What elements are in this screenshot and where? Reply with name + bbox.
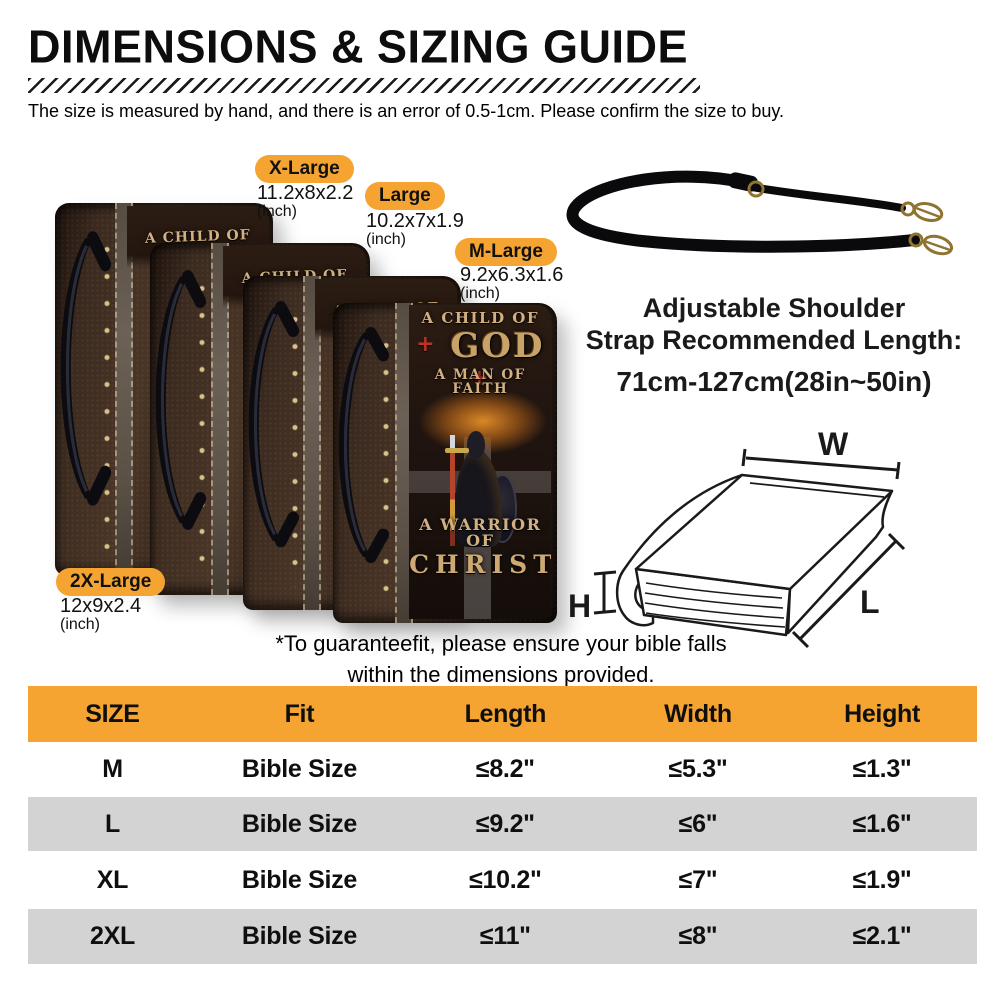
cell-width: ≤5.3" [668, 755, 728, 783]
cover-art: A CHILD OF + GOD + A MAN OF FAITH A WARR… [409, 305, 552, 619]
cell-height: ≤1.9" [852, 865, 912, 894]
sword-guard [444, 448, 469, 454]
cell-height: ≤2.1" [852, 922, 912, 950]
cover-art-line3: A MAN OF FAITH [434, 367, 526, 397]
size-unit: (inch) [60, 616, 101, 633]
table-header-size: SIZE [85, 699, 140, 728]
stitch-strip [210, 243, 229, 595]
cell-size: L [104, 809, 120, 838]
stitch-strip [302, 276, 322, 610]
strap-heading-line1: Adjustable Shoulder [642, 293, 906, 323]
fit-note-line1: *To guaranteefit, please ensure your bib… [275, 631, 727, 656]
shoulder-strap-image [566, 170, 954, 256]
strap-heading: Adjustable Shoulder Strap Recommended Le… [548, 292, 1000, 356]
size-dims: 12x9x2.4 [60, 595, 142, 617]
width-dimension-label: W [818, 426, 849, 462]
strap-length-range: 71cm-127cm(28in~50in) [616, 366, 932, 397]
cover-art-god: + GOD + [409, 329, 551, 397]
table-row: 2XL Bible Size ≤11" ≤8" ≤2.1" [28, 909, 977, 964]
length-dimension-label: L [860, 584, 880, 620]
cover-art-line5: CHRIST [409, 550, 552, 579]
table-header-fit: Fit [284, 699, 315, 728]
cell-length: ≤11" [479, 922, 531, 950]
cell-length: ≤8.2" [475, 755, 535, 783]
size-unit: (inch) [460, 285, 501, 302]
page-title: DIMENSIONS & SIZING GUIDE [28, 20, 689, 74]
cover-handle [60, 231, 112, 506]
cell-height: ≤1.6" [852, 809, 912, 838]
table-header-row: SIZE Fit Length Width Height [28, 686, 977, 742]
stitch-strip [114, 203, 134, 575]
cell-fit: Bible Size [241, 755, 357, 783]
cell-size: M [102, 755, 123, 783]
cover-handle [248, 301, 300, 548]
book-dimension-diagram: W H L [568, 426, 906, 649]
knight-lion-illustration [443, 430, 518, 547]
cell-height: ≤1.3" [852, 755, 912, 783]
height-dimension-label: H [568, 588, 591, 624]
cell-width: ≤7" [678, 865, 718, 894]
cross-icon: + [470, 365, 491, 391]
table-row: M Bible Size ≤8.2" ≤5.3" ≤1.3" [28, 742, 977, 797]
cell-length: ≤10.2" [469, 865, 542, 894]
table-row: XL Bible Size ≤10.2" ≤7" ≤1.9" [28, 851, 977, 909]
table-header-width: Width [664, 699, 732, 728]
table-header-height: Height [844, 699, 921, 728]
cross-icon: + [416, 331, 437, 357]
size-unit: (inch) [366, 231, 407, 248]
size-dims: 11.2x8x2.2 [257, 182, 354, 204]
subtitle: The size is measured by hand, and there … [28, 101, 785, 121]
cell-width: ≤8" [678, 922, 718, 950]
cell-size: XL [96, 865, 129, 894]
table-row: L Bible Size ≤9.2" ≤6" ≤1.6" [28, 797, 977, 851]
size-pill: Large [365, 182, 445, 210]
fit-note-line2: within the dimensions provided. [347, 662, 655, 687]
god-text: GOD [450, 326, 545, 366]
cover-art-line4: A WARRIOR OF [419, 515, 542, 550]
size-pill: X-Large [255, 155, 354, 183]
size-dims: 9.2x6.3x1.6 [460, 264, 564, 286]
strap-heading-line2: Strap Recommended Length: [585, 325, 963, 355]
cell-size: 2XL [89, 922, 135, 950]
fit-note: *To guaranteefit, please ensure your bib… [120, 628, 882, 690]
size-dims: 10.2x7x1.9 [366, 210, 464, 232]
knight-helmet [466, 430, 486, 459]
cell-fit: Bible Size [241, 809, 357, 838]
cell-length: ≤9.2" [475, 809, 535, 838]
cover-art-line1: A CHILD OF [421, 309, 540, 327]
table-header-length: Length [464, 699, 547, 728]
cell-fit: Bible Size [241, 865, 357, 894]
sword-icon [450, 435, 456, 546]
cell-width: ≤6" [678, 809, 718, 838]
size-unit: (inch) [257, 203, 298, 220]
cover-handle [338, 327, 390, 564]
cell-fit: Bible Size [241, 922, 357, 950]
cover-m-large: A CHILD OF + GOD + A MAN OF FAITH A WARR… [333, 303, 557, 623]
hatch-divider [28, 78, 700, 93]
cover-handle [155, 269, 207, 530]
size-pill: M-Large [455, 238, 557, 266]
size-table: SIZE Fit Length Width Height M Bible Siz… [28, 686, 977, 964]
size-pill: 2X-Large [56, 568, 166, 596]
